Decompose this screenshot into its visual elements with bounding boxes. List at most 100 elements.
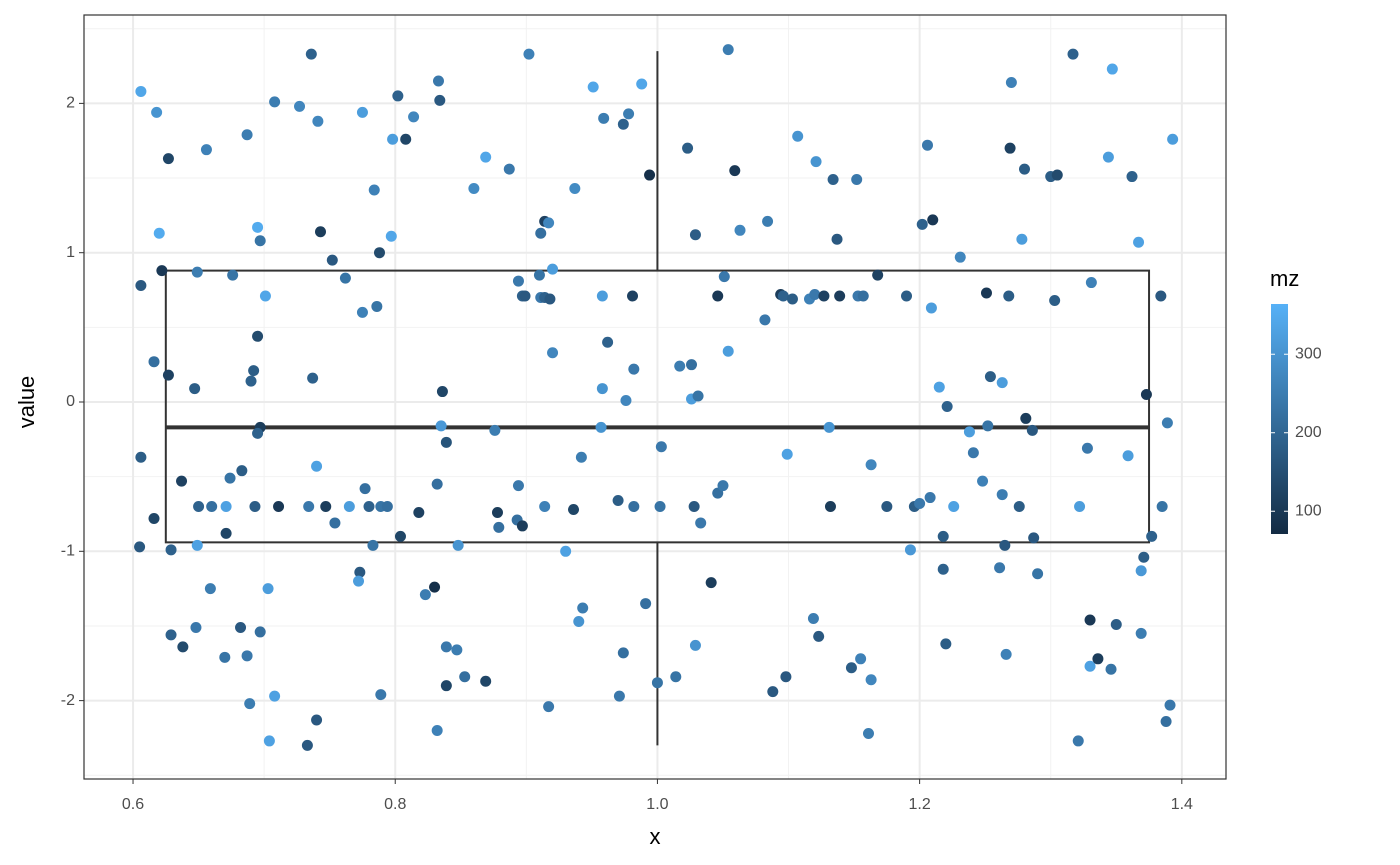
point (916, 218, 928, 230)
point (810, 156, 822, 168)
point (434, 94, 446, 106)
point (851, 174, 863, 186)
box (164, 269, 1151, 544)
point (254, 626, 266, 638)
legend-title: mz (1270, 266, 1299, 291)
y-tick-label: 2 (66, 95, 75, 112)
point (1026, 424, 1038, 436)
point (651, 677, 663, 689)
point (353, 575, 365, 587)
point (387, 133, 399, 145)
point (440, 641, 452, 653)
point (227, 269, 239, 281)
colorbar-label: 100 (1295, 502, 1322, 519)
point (368, 184, 380, 196)
point (596, 290, 608, 302)
point (777, 290, 789, 302)
point (512, 480, 524, 492)
x-tick-label: 0.6 (122, 796, 144, 813)
point (269, 96, 281, 108)
point (977, 475, 989, 487)
point (994, 562, 1006, 574)
point (807, 612, 819, 624)
point (1004, 142, 1016, 154)
x-tick-label: 0.8 (384, 796, 406, 813)
point (575, 451, 587, 463)
point (722, 345, 734, 357)
point (1105, 663, 1117, 675)
point (400, 133, 412, 145)
point (1074, 501, 1086, 513)
point (937, 530, 949, 542)
point (996, 489, 1008, 501)
point (759, 314, 771, 326)
point (1102, 151, 1114, 163)
point (413, 506, 425, 518)
point (220, 501, 232, 513)
point (617, 118, 629, 130)
point (636, 78, 648, 90)
point (385, 230, 397, 242)
point (547, 347, 559, 359)
point (762, 215, 774, 227)
point (220, 527, 232, 539)
point (984, 371, 996, 383)
point (1051, 169, 1063, 181)
point (781, 448, 793, 460)
point (489, 424, 501, 436)
point (312, 115, 324, 127)
point (628, 363, 640, 375)
point (655, 441, 667, 453)
point (259, 290, 271, 302)
point (241, 650, 253, 662)
point (177, 641, 189, 653)
point (491, 506, 503, 518)
point (980, 287, 992, 299)
point (394, 530, 406, 542)
point (1135, 627, 1147, 639)
point (1167, 133, 1179, 145)
point (543, 217, 555, 229)
point (241, 129, 253, 141)
point (191, 539, 203, 551)
point (587, 81, 599, 93)
point (818, 290, 830, 302)
point (516, 520, 528, 532)
point (329, 517, 341, 529)
point (224, 472, 236, 484)
point (963, 426, 975, 438)
point (689, 639, 701, 651)
point (429, 581, 441, 593)
point (273, 501, 285, 513)
point (1155, 290, 1167, 302)
point (134, 541, 146, 553)
point (156, 265, 168, 277)
point (1081, 442, 1093, 454)
point (1049, 294, 1061, 306)
point (480, 675, 492, 687)
point (493, 521, 505, 533)
point (1092, 653, 1104, 665)
panel-border (83, 14, 1227, 780)
point (343, 501, 355, 513)
point (392, 90, 404, 102)
point (459, 671, 471, 683)
point (613, 690, 625, 702)
point (996, 377, 1008, 389)
point (1067, 48, 1079, 60)
point (914, 498, 926, 510)
point (235, 621, 247, 633)
point (339, 272, 351, 284)
point (855, 653, 867, 665)
point (904, 544, 916, 556)
point (535, 227, 547, 239)
point (627, 290, 639, 302)
colorbar-label: 300 (1295, 345, 1322, 362)
point (408, 111, 420, 123)
point (1084, 614, 1096, 626)
point (356, 306, 368, 318)
point (311, 460, 323, 472)
point (1000, 648, 1012, 660)
point (373, 247, 385, 259)
